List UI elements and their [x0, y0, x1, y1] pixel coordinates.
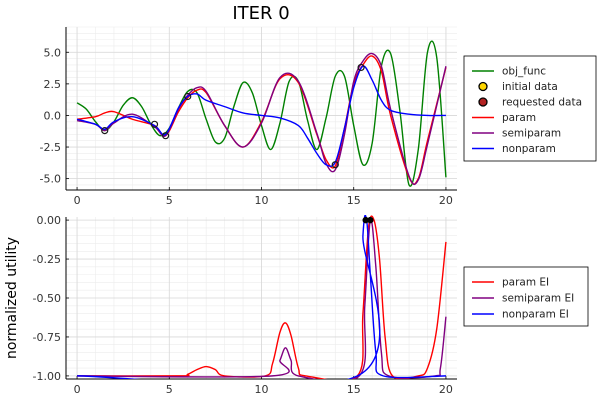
x-tick-label: 10 [255, 194, 269, 207]
data-point-initial-data [184, 92, 192, 101]
legend-label-requested-data: requested data [502, 97, 582, 109]
legend-label-nonparam: nonparam [502, 143, 556, 155]
data-point-initial-data [150, 120, 159, 128]
x-tick-label: 15 [347, 194, 361, 207]
chart-title: ITER 0 [232, 3, 289, 24]
x-tick-label: 20 [439, 383, 453, 396]
x-tick-label: 0 [74, 194, 81, 207]
y-tick-label: -0.25 [33, 253, 61, 266]
y-tick-label: -2.5 [40, 141, 61, 154]
legend-label-param: param [502, 112, 536, 124]
legend-box [463, 55, 597, 162]
series-line-nonparam [76, 65, 446, 168]
legend-label-semiparam-ei: semiparam EI [502, 293, 574, 305]
series-line-obj_func [76, 40, 447, 187]
x-tick-label: 0 [74, 383, 81, 396]
y-tick-label: 2.5 [44, 78, 62, 91]
plot-area [76, 40, 447, 187]
y-tick-label: -5.0 [40, 173, 61, 186]
series-line-param-ei [77, 215, 447, 379]
y-tick-label: 0.0 [44, 109, 62, 122]
x-tick-label: 5 [166, 383, 173, 396]
data-point-marker [367, 216, 374, 224]
y-tick-label: 0.00 [37, 214, 62, 227]
x-tick-label: 15 [347, 383, 361, 396]
legend-label-obj_func: obj_func [502, 66, 546, 78]
subplot-2: 0 5 10 15 20 -1.00 -0.75 -0.50 -0.25 0.00 normaliz… [4, 214, 589, 396]
legend-label-initial-data: initial data [502, 81, 558, 93]
data-point-initial-data [101, 127, 109, 135]
data-point-initial-data [357, 63, 365, 72]
legend-label-nonparam-ei: nonparam EI [502, 309, 569, 321]
legend-label-param-ei: param EI [502, 277, 549, 289]
x-tick-label: 10 [255, 383, 269, 396]
y-tick-label: -0.50 [33, 292, 61, 305]
y-tick-label: 5.0 [44, 46, 62, 59]
y-tick-label: -1.00 [33, 370, 61, 383]
legend-label-semiparam: semiparam [502, 128, 561, 140]
y-axis-label: normalized utility [4, 237, 20, 359]
legend-swatch-requested-data [478, 97, 488, 107]
x-tick-label: 20 [439, 194, 453, 207]
legend-box [463, 266, 589, 327]
legend-swatch-initial-data [478, 81, 488, 92]
data-point-initial-data [161, 132, 170, 140]
grid [66, 217, 457, 379]
subplot-1: 0 5 10 15 20 -5.0 -2.5 0.0 2.5 5.0 ITER 0 obj_funci… [40, 3, 597, 207]
x-tick-label: 5 [166, 194, 173, 207]
y-tick-label: -0.75 [33, 331, 61, 344]
legend: param EI semiparam EI nonparam EI [463, 266, 589, 327]
data-point-initial-data [331, 161, 339, 169]
